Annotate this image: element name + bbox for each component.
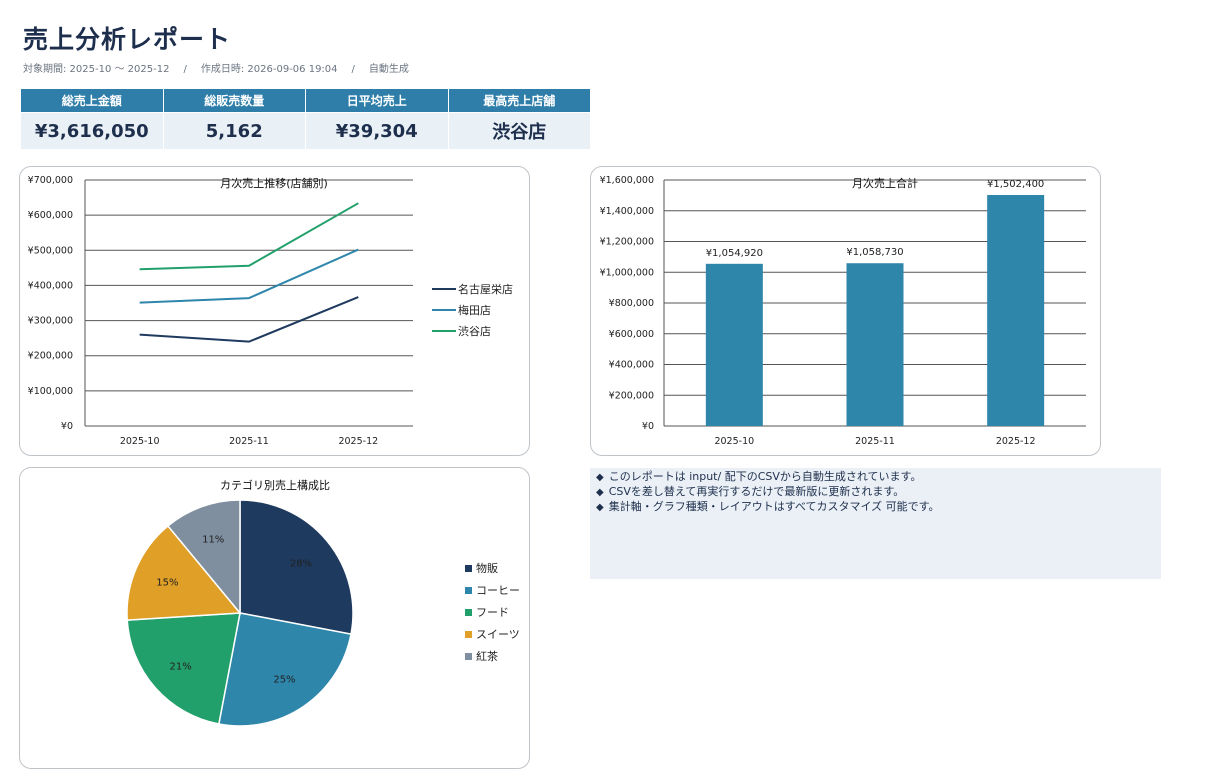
report-created: 作成日時: 2026-09-06 19:04 <box>200 64 338 75</box>
legend-label: 紅茶 <box>476 650 498 663</box>
slice-label: 15% <box>156 578 178 589</box>
note-item: ◆ このレポートは input/ 配下のCSVから自動生成されています。 <box>590 470 1161 485</box>
x-tick-label: 2025-11 <box>229 436 269 447</box>
kpi-value: 渋谷店 <box>447 112 591 150</box>
kpi-table: 総売上金額 総販売数量 日平均売上 最高売上店舗 ¥3,616,050 5,16… <box>20 88 591 150</box>
legend-swatch <box>465 587 472 594</box>
report-period: 対象期間: 2025-10 〜 2025-12 <box>23 64 170 75</box>
note-item: ◆ CSVを差し替えて再実行するだけで最新版に更新されます。 <box>590 485 1161 500</box>
pie-slice <box>126 612 241 725</box>
y-tick-label: ¥1,600,000 <box>600 175 654 186</box>
note-text: 集計軸・グラフ種類・レイアウトはすべてカスタマイズ 可能です。 <box>608 500 940 513</box>
note-text: CSVを差し替えて再実行するだけで最新版に更新されます。 <box>608 485 905 498</box>
series-line <box>139 248 359 304</box>
slice-label: 28% <box>290 559 312 570</box>
legend-swatch <box>465 653 472 660</box>
diamond-bullet-icon: ◆ <box>596 472 604 483</box>
note-text: このレポートは input/ 配下のCSVから自動生成されています。 <box>608 470 922 483</box>
x-tick-label: 2025-11 <box>855 436 895 447</box>
notes-box: ◆ このレポートは input/ 配下のCSVから自動生成されています。 ◆ CSV… <box>590 468 1161 579</box>
pie-slice <box>126 524 242 621</box>
chart-title: 月次売上合計 <box>852 176 918 190</box>
y-tick-label: ¥0 <box>61 421 73 432</box>
page-title: 売上分析レポート <box>23 25 232 54</box>
y-tick-label: ¥500,000 <box>28 245 73 256</box>
line-chart: ¥0 ¥100,000 ¥200,000 ¥300,000 ¥400,000 ¥500,0… <box>28 175 513 447</box>
kpi-label: 総売上金額 <box>20 88 164 113</box>
y-tick-label: ¥400,000 <box>28 280 73 291</box>
y-tick-label: ¥1,200,000 <box>600 237 654 248</box>
legend-label: コーヒー <box>476 584 520 597</box>
y-tick-label: ¥600,000 <box>28 210 73 221</box>
report-meta: 対象期間: 2025-10 〜 2025-12 / 作成日時: 2026-09-06… <box>23 60 409 75</box>
bar <box>705 263 763 426</box>
data-label: ¥1,054,920 <box>706 248 763 259</box>
y-tick-label: ¥200,000 <box>609 390 654 401</box>
kpi-value: ¥3,616,050 <box>20 112 164 150</box>
legend-label: 物販 <box>476 561 498 575</box>
x-tick-label: 2025-12 <box>996 436 1036 447</box>
legend-label: 渋谷店 <box>458 324 491 338</box>
legend-label: スイーツ <box>476 628 520 641</box>
slice-label: 25% <box>273 674 295 685</box>
diamond-bullet-icon: ◆ <box>596 487 604 498</box>
slice-label: 11% <box>202 535 224 546</box>
y-tick-label: ¥200,000 <box>28 351 73 362</box>
y-tick-label: ¥1,400,000 <box>600 206 654 217</box>
y-tick-label: ¥700,000 <box>28 175 73 186</box>
note-item: ◆ 集計軸・グラフ種類・レイアウトはすべてカスタマイズ 可能です。 <box>590 500 1161 515</box>
bar <box>846 263 904 426</box>
bar <box>987 195 1045 426</box>
kpi-value-row: ¥3,616,050 5,162 ¥39,304 渋谷店 <box>20 112 591 150</box>
data-label: ¥1,058,730 <box>846 247 903 258</box>
kpi-value: ¥39,304 <box>305 112 449 150</box>
pie-slice <box>166 499 241 616</box>
y-tick-label: ¥400,000 <box>609 360 654 371</box>
pie-chart: 28% 物販 25% コーヒー 21% フード 15% スイーツ 11% 紅茶 カテゴリ別売上構成比 <box>126 478 520 727</box>
chart-title: カテゴリ別売上構成比 <box>220 478 330 492</box>
pie-chart-panel: 28% 物販 25% コーヒー 21% フード 15% スイーツ 11% 紅茶 カテゴリ別売上構成比 <box>19 467 530 769</box>
legend-swatch <box>465 631 472 638</box>
y-tick-label: ¥0 <box>642 421 654 432</box>
kpi-label: 総販売数量 <box>162 88 306 113</box>
y-tick-label: ¥100,000 <box>28 386 73 397</box>
pie-slice <box>239 499 354 636</box>
legend-label: 梅田店 <box>458 303 491 317</box>
slice-label: 21% <box>170 661 192 672</box>
kpi-label: 日平均売上 <box>305 88 449 113</box>
x-tick-label: 2025-12 <box>338 436 378 447</box>
y-tick-label: ¥600,000 <box>609 329 654 340</box>
line-chart-panel: ¥0 ¥100,000 ¥200,000 ¥300,000 ¥400,000 ¥500,0… <box>19 166 530 456</box>
series-line <box>139 202 359 271</box>
diamond-bullet-icon: ◆ <box>596 502 604 513</box>
legend-label: 名古屋栄店 <box>458 282 513 296</box>
legend-label: フード <box>476 606 509 619</box>
y-tick-label: ¥1,000,000 <box>600 267 654 278</box>
kpi-value: 5,162 <box>162 112 306 150</box>
x-tick-label: 2025-10 <box>714 436 754 447</box>
meta-separator: / <box>183 64 187 75</box>
kpi-header-row: 総売上金額 総販売数量 日平均売上 最高売上店舗 <box>20 88 591 113</box>
kpi-label: 最高売上店舗 <box>447 88 591 113</box>
chart-title: 月次売上推移(店舗別) <box>220 176 328 190</box>
x-tick-label: 2025-10 <box>120 436 160 447</box>
report-mode: 自動生成 <box>368 64 409 75</box>
bar-chart-panel: ¥0 ¥200,000 ¥400,000 ¥600,000 ¥800,000 ¥1,000… <box>590 166 1101 456</box>
pie-slice <box>217 612 352 727</box>
legend-swatch <box>465 609 472 616</box>
legend-swatch <box>465 565 472 572</box>
y-tick-label: ¥800,000 <box>609 298 654 309</box>
y-tick-label: ¥300,000 <box>28 316 73 327</box>
bar-chart: ¥0 ¥200,000 ¥400,000 ¥600,000 ¥800,000 ¥1,000… <box>600 175 1086 447</box>
meta-separator: / <box>351 64 355 75</box>
series-line <box>139 296 359 343</box>
data-label: ¥1,502,400 <box>987 179 1044 190</box>
